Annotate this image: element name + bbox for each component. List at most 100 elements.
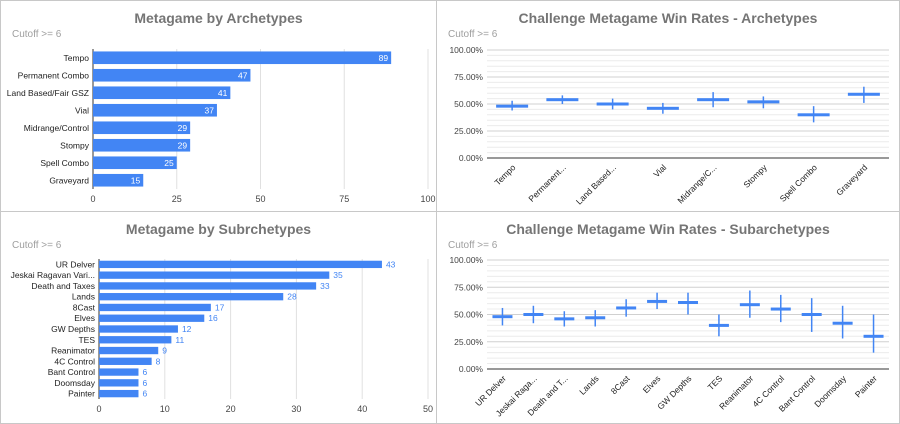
- x-tick-label: 75: [339, 194, 349, 204]
- category-label: TES: [78, 335, 95, 345]
- data-label: 17: [215, 302, 225, 312]
- archetypes-winrate-chart: 0.00% 25.00% 50.00% 75.00% 100.00% Tempo Perma…: [449, 45, 889, 207]
- data-label: 89: [379, 53, 389, 63]
- y-tick-label: 0.00%: [459, 364, 484, 374]
- category-label: Jeskai Ragavan Vari...: [11, 270, 95, 280]
- bar: [99, 379, 139, 387]
- category-label: Stompy: [741, 162, 769, 190]
- chart-title: Challenge Metagame Win Rates - Subarchet…: [506, 221, 830, 237]
- category-label: Land Based...: [574, 162, 618, 206]
- category-label: Painter: [68, 389, 95, 399]
- category-label: Bant Control: [48, 367, 95, 377]
- data-label: 28: [287, 292, 297, 302]
- subarchetypes-bar-chart: 0 10 20 30 40 50 UR Delver 43 Jeskai Ragavan Var…: [11, 259, 433, 414]
- chart-subtitle: Cutoff >= 6: [448, 29, 498, 40]
- x-tick-label: 50: [423, 404, 433, 414]
- category-label: Tempo: [63, 53, 89, 63]
- category-label: 8Cast: [73, 302, 96, 312]
- data-label: 11: [175, 335, 184, 345]
- data-label: 29: [178, 123, 188, 133]
- bar: [93, 68, 251, 82]
- y-tick-label: 75.00%: [454, 72, 483, 82]
- win-rate-mark: [847, 92, 880, 96]
- x-tick-label: 100: [420, 194, 435, 204]
- category-label: Graveyard: [49, 175, 89, 185]
- subarchetypes-winrate-panel: Challenge Metagame Win Rates - Subarchet…: [436, 211, 900, 424]
- category-label: Spell Combo: [778, 162, 820, 204]
- archetypes-bar-chart: 0 25 50 75 100 Tempo 89 Permanent Combo 47 Land B…: [7, 49, 436, 204]
- bar: [93, 103, 217, 117]
- win-rate-mark: [647, 299, 668, 303]
- win-rate-mark: [801, 313, 822, 316]
- data-label: 43: [386, 259, 396, 269]
- category-label: Elves: [74, 313, 95, 323]
- win-rate-mark: [708, 323, 729, 327]
- y-tick-label: 25.00%: [454, 126, 483, 136]
- category-label: GW Depths: [51, 324, 95, 334]
- win-rate-mark: [492, 315, 513, 319]
- category-label: Reanimator: [51, 346, 95, 356]
- category-label: Stompy: [60, 140, 90, 150]
- bar: [93, 138, 191, 152]
- subarchetypes-bar-panel: Metagame by Subrchetypes Cutoff >= 6 0 10…: [0, 211, 437, 424]
- data-label: 9: [162, 346, 167, 356]
- category-label: Painter: [853, 373, 879, 399]
- win-rate-mark: [546, 98, 579, 102]
- win-rate-mark: [863, 334, 884, 338]
- win-rate-mark: [678, 301, 698, 305]
- y-tick-label: 25.00%: [454, 337, 483, 347]
- data-label: 16: [208, 313, 218, 323]
- data-label: 6: [142, 378, 147, 388]
- bar: [99, 325, 178, 333]
- category-label: 4C Control: [54, 356, 95, 366]
- bar: [93, 51, 392, 65]
- y-tick-label: 50.00%: [454, 99, 483, 109]
- subarchetypes-winrate-chart: 0.00%25.00%50.00%75.00%100.00%UR DelverJ…: [449, 255, 889, 419]
- data-label: 41: [218, 88, 228, 98]
- category-label: Death and Taxes: [31, 281, 95, 291]
- bar: [99, 303, 211, 312]
- category-label: Midrange/Control: [24, 123, 89, 133]
- category-label: Elves: [641, 373, 663, 395]
- data-label: 37: [204, 105, 214, 115]
- bar: [99, 368, 139, 376]
- category-label: Permanent...: [526, 162, 567, 203]
- data-label: 6: [142, 367, 147, 377]
- chart-subtitle: Cutoff >= 6: [448, 240, 498, 251]
- bar: [99, 282, 317, 290]
- x-tick-label: 50: [255, 194, 265, 204]
- data-label: 6: [142, 389, 147, 399]
- category-label: Lands: [72, 292, 95, 302]
- bar: [93, 86, 231, 100]
- win-rate-mark: [523, 313, 544, 316]
- x-tick-label: 40: [357, 404, 367, 414]
- bar: [99, 271, 330, 279]
- category-label: Spell Combo: [40, 158, 89, 168]
- win-rate-mark: [646, 106, 679, 110]
- bar: [99, 314, 205, 322]
- category-label: 8Cast: [609, 373, 632, 396]
- data-label: 12: [182, 324, 192, 334]
- y-tick-label: 75.00%: [454, 282, 483, 292]
- win-rate-mark: [832, 321, 853, 325]
- x-tick-label: 0: [90, 194, 95, 204]
- chart-subtitle: Cutoff >= 6: [12, 240, 62, 251]
- category-label: Land Based/Fair GSZ: [7, 88, 89, 98]
- data-label: 33: [320, 281, 330, 291]
- y-tick-label: 100.00%: [449, 45, 483, 55]
- category-label: Doomsday: [812, 373, 848, 409]
- chart-title: Metagame by Subrchetypes: [125, 221, 312, 237]
- category-label: Graveyard: [834, 162, 869, 197]
- category-label: Vial: [651, 162, 668, 179]
- x-tick-label: 20: [226, 404, 236, 414]
- chart-title: Metagame by Archetypes: [134, 10, 303, 26]
- category-label: TES: [706, 373, 725, 392]
- x-tick-label: 10: [160, 404, 170, 414]
- win-rate-mark: [554, 317, 575, 321]
- bar: [99, 357, 152, 365]
- chart-title: Challenge Metagame Win Rates - Archetype…: [518, 10, 818, 26]
- win-rate-mark: [697, 98, 730, 102]
- data-label: 25: [164, 158, 174, 168]
- data-label: 29: [178, 140, 188, 150]
- category-label: Vial: [75, 105, 89, 115]
